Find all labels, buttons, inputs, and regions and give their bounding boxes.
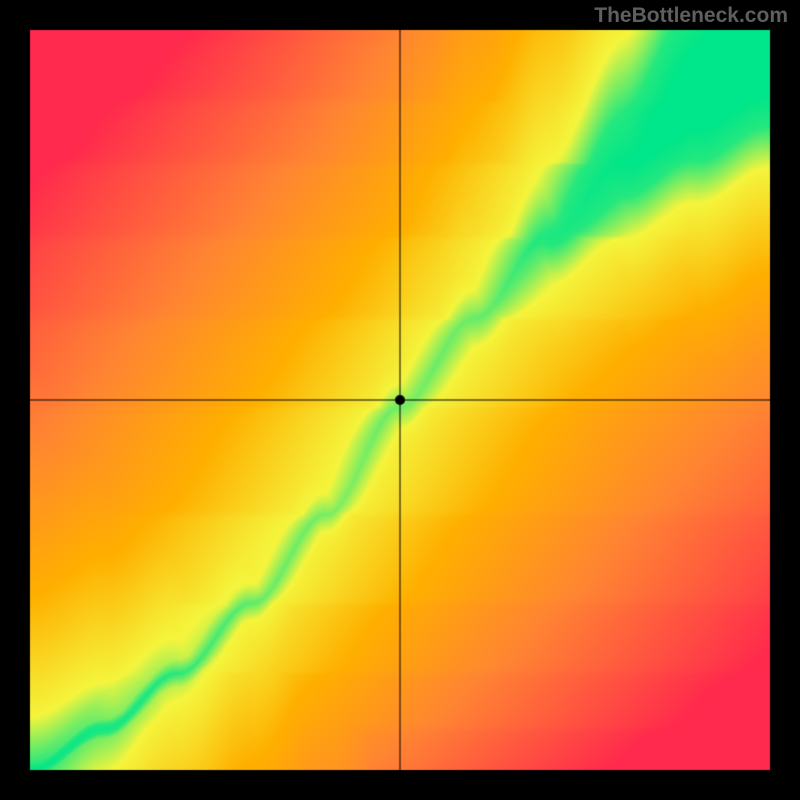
chart-container: TheBottleneck.com	[0, 0, 800, 800]
watermark-text: TheBottleneck.com	[594, 4, 788, 28]
bottleneck-heatmap	[0, 0, 800, 800]
